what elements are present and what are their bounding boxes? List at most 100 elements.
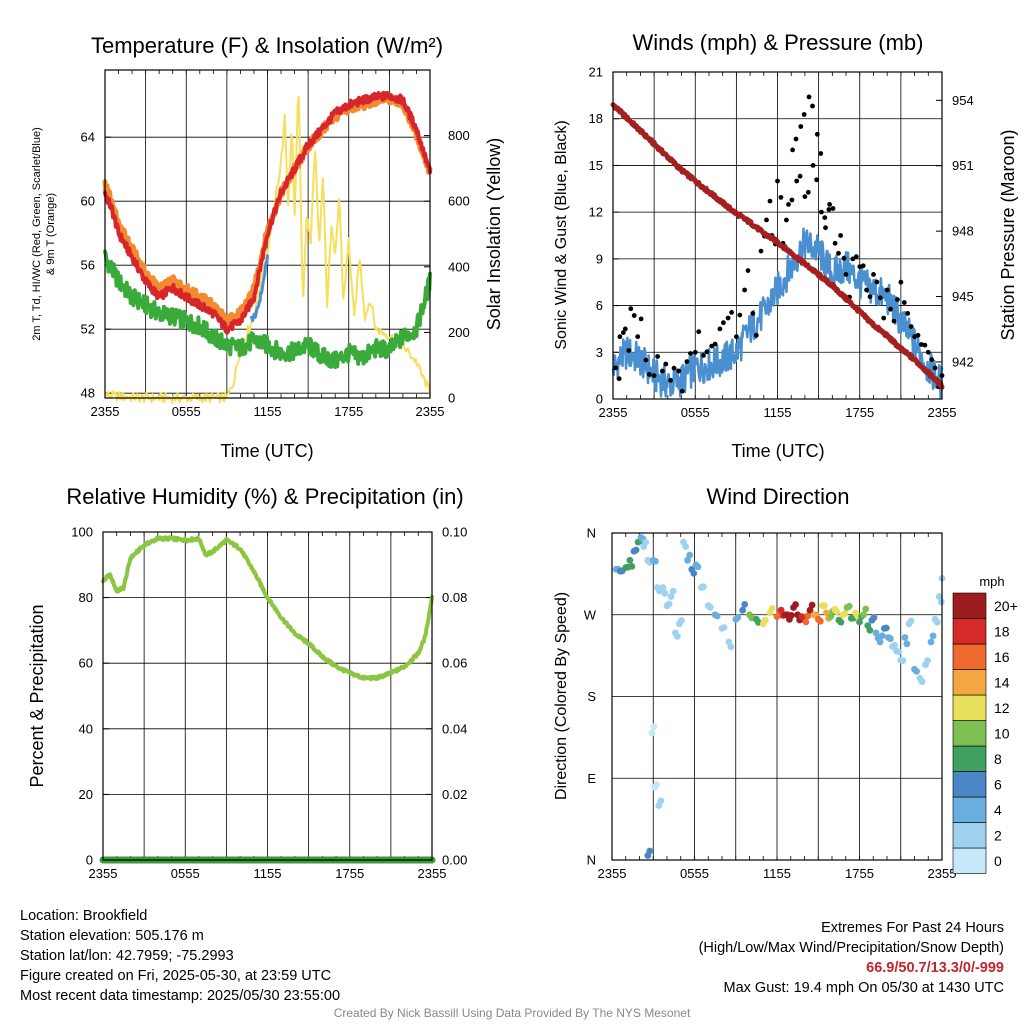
gust-point <box>793 136 799 142</box>
direction-point <box>628 563 636 570</box>
direction-point <box>653 781 661 789</box>
colorbar-swatch <box>952 592 987 619</box>
insolation-line <box>104 96 431 404</box>
direction-point <box>907 617 915 625</box>
plot-border <box>102 531 433 861</box>
extremes-title: Extremes For Past 24 Hours <box>821 920 1004 936</box>
gust-point <box>778 195 784 200</box>
colorbar-label: 0 <box>994 853 1002 869</box>
gust-point <box>826 207 832 212</box>
direction-point <box>935 593 943 600</box>
y-tick-label: 20 <box>79 787 93 802</box>
gust-point <box>620 330 626 335</box>
gust-point <box>881 315 887 321</box>
y-tick-label: 100 <box>71 525 93 540</box>
gust-point <box>679 388 685 394</box>
gust-point <box>802 194 808 200</box>
direction-point <box>862 605 870 613</box>
x-tick-label: 1755 <box>845 405 874 420</box>
x-tick-label: 0555 <box>172 404 201 419</box>
rh-line <box>101 535 434 682</box>
gust-point <box>871 272 876 277</box>
colorbar-swatch <box>952 669 987 696</box>
direction-point <box>929 632 937 640</box>
gust-point <box>671 365 677 371</box>
y-right-tick-label: 951 <box>952 158 974 173</box>
gust-point <box>823 225 828 231</box>
y-axis-label: Percent & Precipitation <box>27 604 47 787</box>
colorbar-label: 6 <box>994 776 1002 792</box>
x-tick-label: 1755 <box>334 404 363 419</box>
y-tick-label: 6 <box>596 298 603 313</box>
colorbar-swatch <box>952 643 987 670</box>
colorbar-swatch <box>952 822 987 849</box>
y-right-tick-label: 600 <box>448 194 470 209</box>
plot-border <box>612 71 943 400</box>
direction-point <box>700 583 707 591</box>
y-right-tick-label: 0.06 <box>442 656 467 671</box>
direction-point <box>761 616 769 624</box>
direction-point <box>870 614 878 622</box>
y-right-axis-label: Solar Insolation (Yellow) <box>484 138 504 330</box>
direction-point <box>872 629 880 637</box>
direction-point <box>690 570 698 577</box>
y-axis-label: Direction (Colored By Speed) <box>553 592 570 800</box>
colorbar-label: 10 <box>994 725 1010 741</box>
colorbar-swatch <box>952 694 987 721</box>
direction-point <box>661 589 669 597</box>
direction-point <box>632 546 640 554</box>
direction-point <box>768 605 776 612</box>
direction-point <box>841 609 849 617</box>
direction-point <box>937 598 945 606</box>
gust-point <box>860 263 866 269</box>
gust-point <box>888 306 893 312</box>
colorbar-swatch <box>952 745 987 772</box>
direction-point <box>918 678 926 686</box>
y-tick-label: 40 <box>79 721 93 736</box>
chart-title: Temperature (F) & Insolation (W/m²) <box>91 33 443 58</box>
y-right-tick-label: 0.00 <box>442 853 467 868</box>
x-tick-label: 1755 <box>335 866 364 881</box>
direction-point <box>856 618 863 626</box>
gust-point <box>822 215 828 221</box>
gust-point <box>832 240 838 246</box>
gust-point <box>651 373 657 378</box>
direction-point <box>739 606 746 614</box>
gust-point <box>790 147 795 153</box>
gust-point <box>895 297 900 302</box>
direction-point <box>821 602 828 610</box>
y-right-tick-label: 942 <box>952 354 974 369</box>
y-right-tick-label: 0.08 <box>442 590 467 605</box>
colorbar-label: 12 <box>994 700 1010 716</box>
colorbar-label: 8 <box>994 751 1002 767</box>
gust-point <box>925 349 931 355</box>
gust-point <box>874 279 880 285</box>
gust-point <box>789 197 795 203</box>
gust-point <box>877 295 883 301</box>
gust-point <box>613 365 619 371</box>
gust-point <box>767 198 773 204</box>
gust-point <box>836 250 841 256</box>
gust-point <box>810 163 816 168</box>
winds-pressure-panel: 2355 0555 1155 1755 235503691215182194294594… <box>553 30 1018 461</box>
direction-point <box>792 601 799 608</box>
y-tick-label: N <box>587 853 596 868</box>
chart-title: Winds (mph) & Pressure (mb) <box>633 30 924 55</box>
direction-point <box>659 584 667 591</box>
y-tick-label: 48 <box>81 386 95 401</box>
direction-point <box>642 538 650 546</box>
gust-point <box>929 357 935 363</box>
direction-point <box>933 618 941 626</box>
direction-point <box>837 618 845 626</box>
gust-point <box>898 279 904 285</box>
y-tick-label: 3 <box>596 345 603 360</box>
figure-created: Figure created on Fri, 2025-05-30, at 23… <box>20 968 332 984</box>
y-tick-label: 60 <box>79 656 93 671</box>
direction-point <box>887 635 894 643</box>
direction-point <box>648 729 656 737</box>
direction-point <box>651 557 659 565</box>
gust-point <box>721 320 726 326</box>
y-right-tick-label: 400 <box>448 259 470 274</box>
gust-point <box>797 173 803 179</box>
